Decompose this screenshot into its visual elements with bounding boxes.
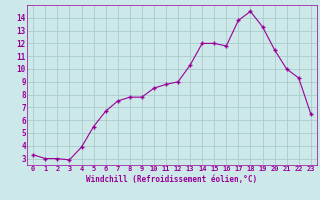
X-axis label: Windchill (Refroidissement éolien,°C): Windchill (Refroidissement éolien,°C) bbox=[86, 175, 258, 184]
